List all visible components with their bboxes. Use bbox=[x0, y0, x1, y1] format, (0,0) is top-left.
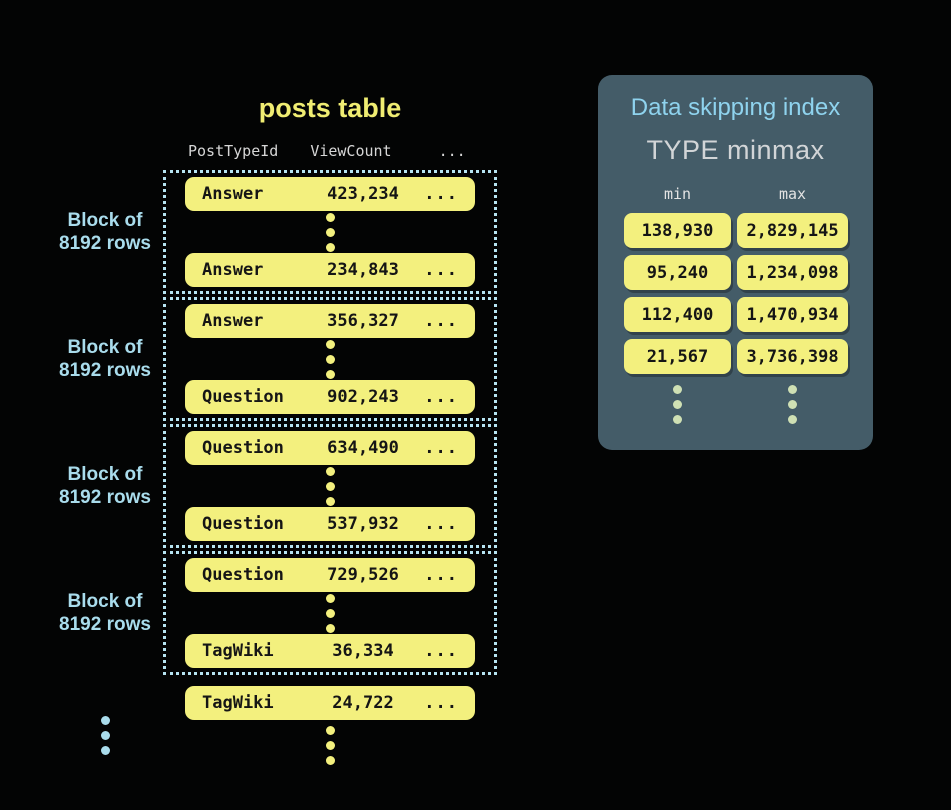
ellipsis-dots-icon bbox=[325, 466, 335, 506]
table-row: Question 902,243 ... bbox=[185, 380, 475, 414]
row-viewcount: 634,490 bbox=[327, 438, 399, 458]
row-posttype: TagWiki bbox=[202, 641, 274, 661]
min-value-pill: 138,930 bbox=[624, 213, 731, 248]
table-row: Question 634,490 ... bbox=[185, 431, 475, 465]
max-value-pill: 1,470,934 bbox=[737, 297, 848, 332]
column-header-row: PostTypeId ViewCount ... bbox=[163, 142, 497, 160]
min-value-pill: 112,400 bbox=[624, 297, 731, 332]
panel-subtitle: TYPE minmax bbox=[646, 135, 825, 165]
max-column-header: max bbox=[778, 185, 807, 203]
row-posttype: Question bbox=[202, 565, 284, 585]
block-outline: Answer 423,234 ... Answer 234,843 ... bbox=[163, 170, 497, 294]
block-label: Block of 8192 rows bbox=[59, 591, 151, 635]
row-ellipsis: ... bbox=[424, 387, 458, 407]
ellipsis-dots-icon bbox=[673, 385, 682, 424]
row-ellipsis: ... bbox=[424, 260, 458, 280]
column-header-posttypeid: PostTypeId bbox=[188, 142, 279, 160]
table-row: Answer 234,843 ... bbox=[185, 253, 475, 287]
block-label: Block of 8192 rows bbox=[59, 464, 151, 508]
row-ellipsis: ... bbox=[424, 514, 458, 534]
row-ellipsis: ... bbox=[424, 565, 458, 585]
table-row: TagWiki 24,722 ... bbox=[185, 686, 475, 720]
row-posttype: Question bbox=[202, 387, 284, 407]
panel-title: Data skipping index bbox=[630, 94, 841, 121]
max-value-pill: 3,736,398 bbox=[737, 339, 848, 374]
row-viewcount: 36,334 bbox=[332, 641, 394, 661]
row-posttype: TagWiki bbox=[202, 693, 274, 713]
table-row: Question 729,526 ... bbox=[185, 558, 475, 592]
row-posttype: Answer bbox=[202, 311, 264, 331]
row-posttype: Question bbox=[202, 438, 284, 458]
block-label: Block of 8192 rows bbox=[59, 210, 151, 254]
block-outline: Answer 356,327 ... Question 902,243 ... bbox=[163, 297, 497, 421]
min-value-pill: 21,567 bbox=[624, 339, 731, 374]
table-row: Question 537,932 ... bbox=[185, 507, 475, 541]
ellipsis-dots-icon bbox=[325, 593, 335, 633]
block-outline: Question 729,526 ... TagWiki 36,334 ... bbox=[163, 551, 497, 675]
block-outline: Question 634,490 ... Question 537,932 ..… bbox=[163, 424, 497, 548]
row-viewcount: 902,243 bbox=[327, 387, 399, 407]
ellipsis-dots-icon bbox=[325, 212, 335, 252]
row-posttype: Question bbox=[202, 514, 284, 534]
table-row: Answer 356,327 ... bbox=[185, 304, 475, 338]
row-ellipsis: ... bbox=[424, 311, 458, 331]
column-header-viewcount: ViewCount bbox=[310, 142, 392, 160]
row-posttype: Answer bbox=[202, 260, 264, 280]
ellipsis-dots-icon bbox=[788, 385, 797, 424]
ellipsis-dots-icon bbox=[325, 726, 335, 765]
column-header-ellipsis: ... bbox=[438, 142, 466, 160]
row-viewcount: 537,932 bbox=[327, 514, 399, 534]
posts-table-title: posts table bbox=[258, 93, 402, 123]
min-value-pill: 95,240 bbox=[624, 255, 731, 290]
max-value-pill: 1,234,098 bbox=[737, 255, 848, 290]
min-column-header: min bbox=[663, 185, 692, 203]
row-viewcount: 356,327 bbox=[327, 311, 399, 331]
row-ellipsis: ... bbox=[424, 438, 458, 458]
data-skipping-index-panel: Data skipping index TYPE minmax min max … bbox=[598, 75, 873, 450]
max-value-pill: 2,829,145 bbox=[737, 213, 848, 248]
row-ellipsis: ... bbox=[424, 641, 458, 661]
row-ellipsis: ... bbox=[424, 693, 458, 713]
ellipsis-dots-icon bbox=[100, 716, 110, 755]
row-viewcount: 234,843 bbox=[327, 260, 399, 280]
row-posttype: Answer bbox=[202, 184, 264, 204]
table-row: TagWiki 36,334 ... bbox=[185, 634, 475, 668]
row-ellipsis: ... bbox=[424, 184, 458, 204]
row-viewcount: 24,722 bbox=[332, 693, 394, 713]
row-viewcount: 423,234 bbox=[327, 184, 399, 204]
table-row: Answer 423,234 ... bbox=[185, 177, 475, 211]
ellipsis-dots-icon bbox=[325, 339, 335, 379]
minmax-pill-grid: 138,930 2,829,145 95,240 1,234,098 112,4… bbox=[624, 213, 848, 374]
row-viewcount: 729,526 bbox=[327, 565, 399, 585]
block-label: Block of 8192 rows bbox=[59, 337, 151, 381]
